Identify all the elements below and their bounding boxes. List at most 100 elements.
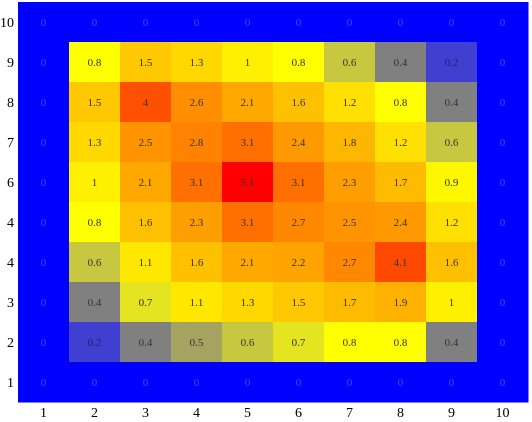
heatmap-cell xyxy=(375,202,427,243)
cell-value-label: 0 xyxy=(500,17,506,29)
heatmap-cell xyxy=(273,282,325,323)
x-tick-label: 9 xyxy=(448,406,455,421)
heatmap-cell xyxy=(477,82,529,123)
heatmap-cell xyxy=(477,322,529,363)
heatmap-cell xyxy=(375,282,427,323)
cell-value-label: 0 xyxy=(296,17,302,29)
heatmap-cell xyxy=(375,2,427,43)
y-tick-label: 2 xyxy=(7,336,14,351)
heatmap-cell xyxy=(222,122,274,163)
cell-value-label: 0 xyxy=(500,177,506,189)
heatmap-cell xyxy=(171,282,223,323)
heatmap-cell xyxy=(426,322,478,363)
cell-value-label: 0 xyxy=(41,217,47,229)
cell-value-label: 1 xyxy=(449,297,455,309)
heatmap-cell xyxy=(273,122,325,163)
cell-value-label: 0 xyxy=(398,377,404,389)
cell-value-label: 0.8 xyxy=(394,337,408,349)
x-tick-label: 2 xyxy=(91,406,98,421)
heatmap-cell xyxy=(426,2,478,43)
heatmap-cell xyxy=(426,282,478,323)
heatmap-cell xyxy=(222,362,274,403)
cell-value-label: 0 xyxy=(245,377,251,389)
cell-value-label: 0.2 xyxy=(88,337,102,349)
cell-value-label: 0.4 xyxy=(445,97,459,109)
heatmap-cell xyxy=(18,242,70,283)
heatmap-cell xyxy=(171,242,223,283)
cell-value-label: 1.6 xyxy=(190,257,204,269)
cell-value-label: 0.2 xyxy=(445,57,459,69)
cell-value-label: 1.6 xyxy=(445,257,459,269)
heatmap-cell xyxy=(426,362,478,403)
cell-value-label: 0 xyxy=(347,17,353,29)
heatmap-cell xyxy=(120,322,172,363)
cell-value-label: 2.7 xyxy=(292,217,306,229)
heatmap-cell xyxy=(69,362,121,403)
cell-value-label: 1.8 xyxy=(343,137,357,149)
cell-value-label: 0 xyxy=(41,137,47,149)
cell-value-label: 1 xyxy=(245,57,251,69)
cell-value-label: 0 xyxy=(500,377,506,389)
heatmap-cell xyxy=(324,122,376,163)
cell-value-label: 0 xyxy=(143,17,149,29)
cell-value-label: 0.4 xyxy=(394,57,408,69)
heatmap-cell xyxy=(171,42,223,83)
heatmap-cell xyxy=(222,322,274,363)
heatmap-cell xyxy=(120,122,172,163)
heatmap-cell xyxy=(69,202,121,243)
x-axis-ticks: 1 2 3 4 5 6 7 8 9 10 xyxy=(40,406,510,421)
cell-value-label: 2.1 xyxy=(241,257,255,269)
cell-value-label: 1.9 xyxy=(394,297,408,309)
cell-value-label: 0 xyxy=(194,17,200,29)
heatmap-cell xyxy=(273,162,325,203)
cell-value-label: 3.1 xyxy=(241,217,255,229)
heatmap-cell xyxy=(324,42,376,83)
cell-value-label: 0 xyxy=(41,297,47,309)
y-tick-label: 6 xyxy=(7,176,14,191)
cell-value-label: 0 xyxy=(500,57,506,69)
cell-value-label: 1.7 xyxy=(394,177,408,189)
cell-value-label: 2.7 xyxy=(343,257,357,269)
cell-value-label: 1.2 xyxy=(394,137,408,149)
cell-value-label: 1.5 xyxy=(88,97,102,109)
cell-value-label: 1.6 xyxy=(139,217,153,229)
x-tick-label: 3 xyxy=(142,406,149,421)
x-tick-label: 4 xyxy=(193,406,200,421)
cell-value-label: 0.8 xyxy=(292,57,306,69)
heatmap-cell xyxy=(273,42,325,83)
cell-value-label: 4 xyxy=(143,97,149,109)
y-tick-label: 4 xyxy=(7,216,14,231)
heatmap-cell xyxy=(18,82,70,123)
cell-value-label: 2.1 xyxy=(139,177,153,189)
cell-value-label: 5.1 xyxy=(241,177,255,189)
y-tick-label: 4 xyxy=(7,256,14,271)
heatmap-cell xyxy=(120,42,172,83)
cell-value-label: 1.5 xyxy=(292,297,306,309)
heatmap-cell xyxy=(324,242,376,283)
cell-value-label: 0.6 xyxy=(88,257,102,269)
cell-value-label: 0 xyxy=(500,137,506,149)
heatmap-cell xyxy=(273,82,325,123)
y-tick-label: 9 xyxy=(7,56,14,71)
cell-value-label: 0.4 xyxy=(139,337,153,349)
cell-value-label: 0.4 xyxy=(445,337,459,349)
cell-value-label: 0.6 xyxy=(241,337,255,349)
cell-value-label: 0 xyxy=(398,17,404,29)
cell-value-label: 0 xyxy=(245,17,251,29)
heatmap-cell xyxy=(375,162,427,203)
heatmap-cell xyxy=(69,82,121,123)
heatmap-cell xyxy=(222,202,274,243)
cell-value-label: 0 xyxy=(143,377,149,389)
heatmap-cell xyxy=(324,362,376,403)
heatmap-cell xyxy=(171,162,223,203)
heatmap-cell xyxy=(426,42,478,83)
heatmap-cell xyxy=(120,82,172,123)
heatmap-cell xyxy=(324,2,376,43)
heatmap-cell xyxy=(222,242,274,283)
cell-value-label: 0 xyxy=(41,17,47,29)
cell-value-label: 2.2 xyxy=(292,257,306,269)
heatmap-cell xyxy=(171,362,223,403)
heatmap-cell xyxy=(18,2,70,43)
cell-value-label: 2.8 xyxy=(190,137,204,149)
heatmap-cells xyxy=(18,2,529,403)
